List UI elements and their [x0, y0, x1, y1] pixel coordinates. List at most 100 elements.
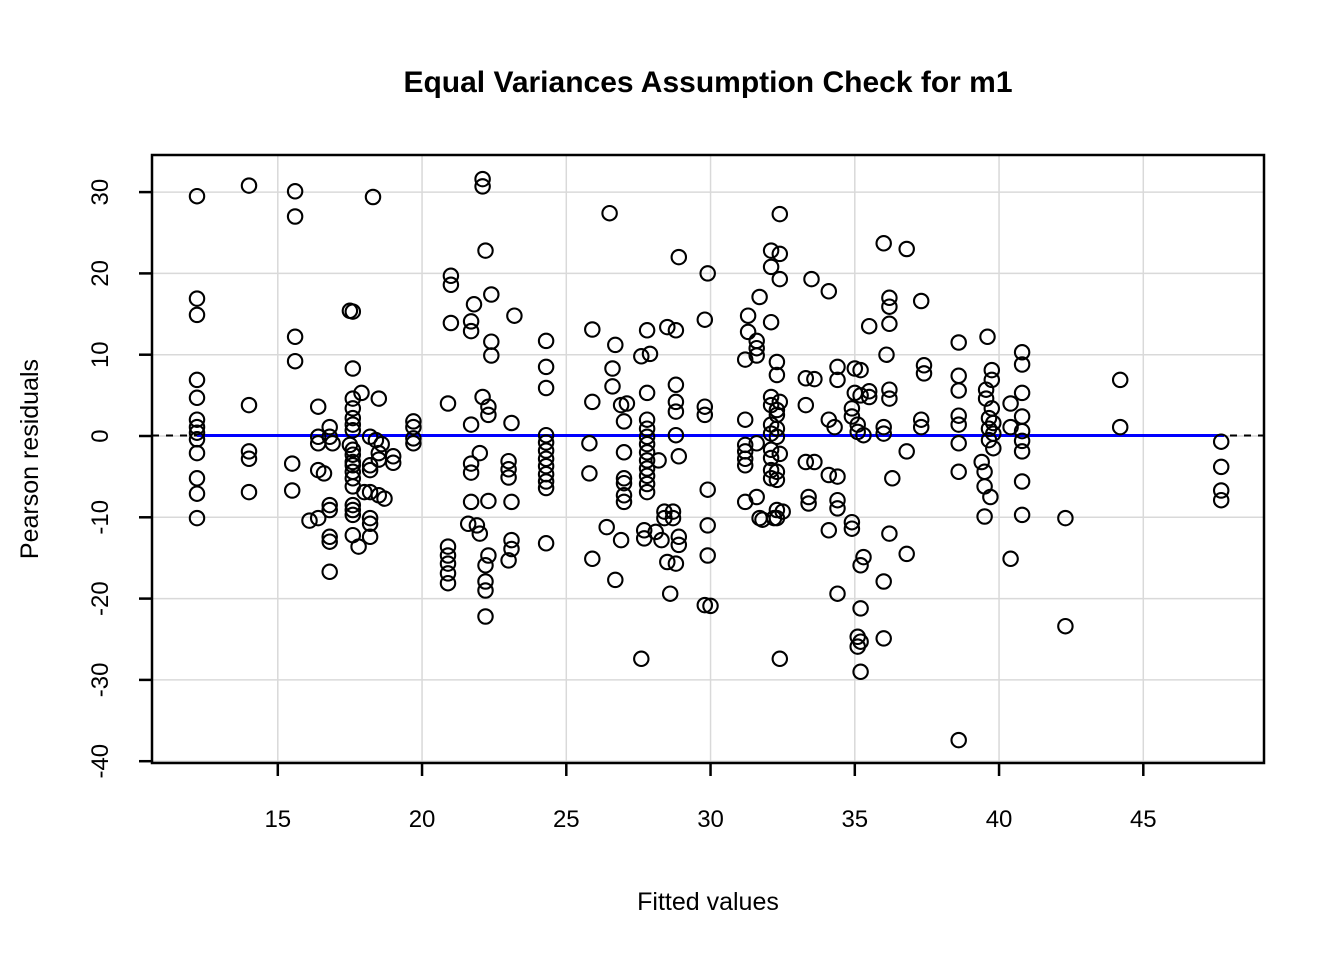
data-point [344, 416, 362, 433]
data-point [474, 178, 491, 195]
data-point [462, 464, 480, 481]
data-point [797, 453, 815, 471]
data-point [309, 509, 327, 527]
data-point [537, 473, 555, 490]
data-point [898, 545, 915, 563]
data-point [820, 283, 838, 300]
data-point [843, 400, 861, 417]
data-point [500, 469, 517, 486]
data-point [618, 395, 636, 412]
data-point [350, 538, 367, 555]
data-point [829, 371, 846, 389]
data-point [1212, 433, 1230, 450]
data-point [667, 376, 685, 394]
data-point [1013, 384, 1031, 402]
data-point [670, 528, 688, 546]
data-point [699, 481, 716, 498]
data-point [976, 463, 993, 481]
data-point [500, 452, 517, 470]
data-point [361, 483, 379, 501]
data-point [768, 428, 786, 446]
data-point [1002, 418, 1019, 436]
data-point [384, 454, 402, 472]
data-point [638, 322, 656, 339]
data-point [477, 242, 494, 259]
data-point [852, 557, 869, 574]
data-point [699, 265, 716, 282]
data-point [474, 170, 491, 188]
data-point [506, 307, 523, 324]
data-point [860, 388, 878, 406]
data-point [875, 630, 892, 647]
data-point [188, 418, 206, 436]
data-point [736, 351, 754, 368]
data-point [344, 441, 362, 459]
data-point [875, 573, 892, 590]
data-point [615, 474, 633, 492]
data-point [344, 303, 362, 320]
data-point [344, 400, 362, 417]
data-point [973, 453, 990, 471]
data-point [768, 366, 786, 384]
data-point [829, 500, 846, 517]
data-point [762, 313, 780, 331]
plot-border-box [150, 153, 1266, 765]
data-point [607, 571, 624, 589]
data-point [1013, 408, 1031, 425]
y-tick-label: 0 [87, 429, 114, 442]
data-point [344, 470, 362, 487]
data-point [979, 328, 996, 346]
data-point [537, 434, 555, 451]
data-point [797, 370, 815, 387]
data-point [912, 418, 930, 436]
data-point [820, 466, 838, 484]
x-tick-label: 20 [409, 806, 436, 833]
data-point [361, 509, 379, 527]
data-point [384, 448, 402, 465]
data-point [884, 470, 901, 487]
data-point [881, 390, 898, 407]
data-point [405, 430, 422, 447]
data-point [633, 348, 650, 365]
data-point [344, 390, 362, 407]
data-point [604, 378, 621, 395]
data-point [309, 398, 327, 415]
data-point [659, 553, 676, 571]
data-point [881, 315, 898, 333]
y-tick-label: -20 [87, 581, 114, 616]
data-point [1212, 458, 1230, 476]
data-point [641, 345, 659, 363]
data-point [483, 347, 500, 364]
data-point [615, 413, 633, 430]
data-point [188, 424, 206, 441]
data-point [950, 435, 967, 452]
data-point [881, 298, 898, 315]
data-point [315, 465, 333, 482]
data-point [344, 446, 362, 463]
data-point [537, 379, 555, 397]
data-point [1111, 418, 1129, 436]
data-point [985, 439, 1002, 457]
data-point [950, 334, 967, 351]
data-point [480, 406, 497, 424]
data-point [699, 517, 716, 534]
data-point [635, 522, 653, 539]
data-point [612, 531, 630, 549]
data-point [762, 242, 780, 259]
data-point [638, 467, 656, 485]
data-point [670, 448, 688, 465]
data-point [852, 633, 869, 650]
data-point [1013, 506, 1031, 524]
data-point [483, 333, 500, 350]
data-point [584, 393, 601, 411]
x-tick-label: 40 [986, 806, 1013, 833]
data-point [188, 389, 206, 407]
data-point [748, 347, 765, 364]
data-point [188, 509, 206, 527]
data-point [980, 409, 998, 427]
data-point [344, 501, 362, 519]
data-point [829, 358, 846, 376]
data-point [768, 401, 786, 419]
